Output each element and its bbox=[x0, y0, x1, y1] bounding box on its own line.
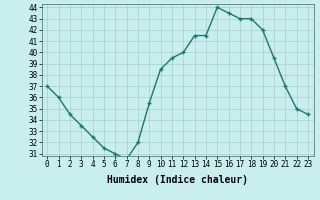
X-axis label: Humidex (Indice chaleur): Humidex (Indice chaleur) bbox=[107, 175, 248, 185]
